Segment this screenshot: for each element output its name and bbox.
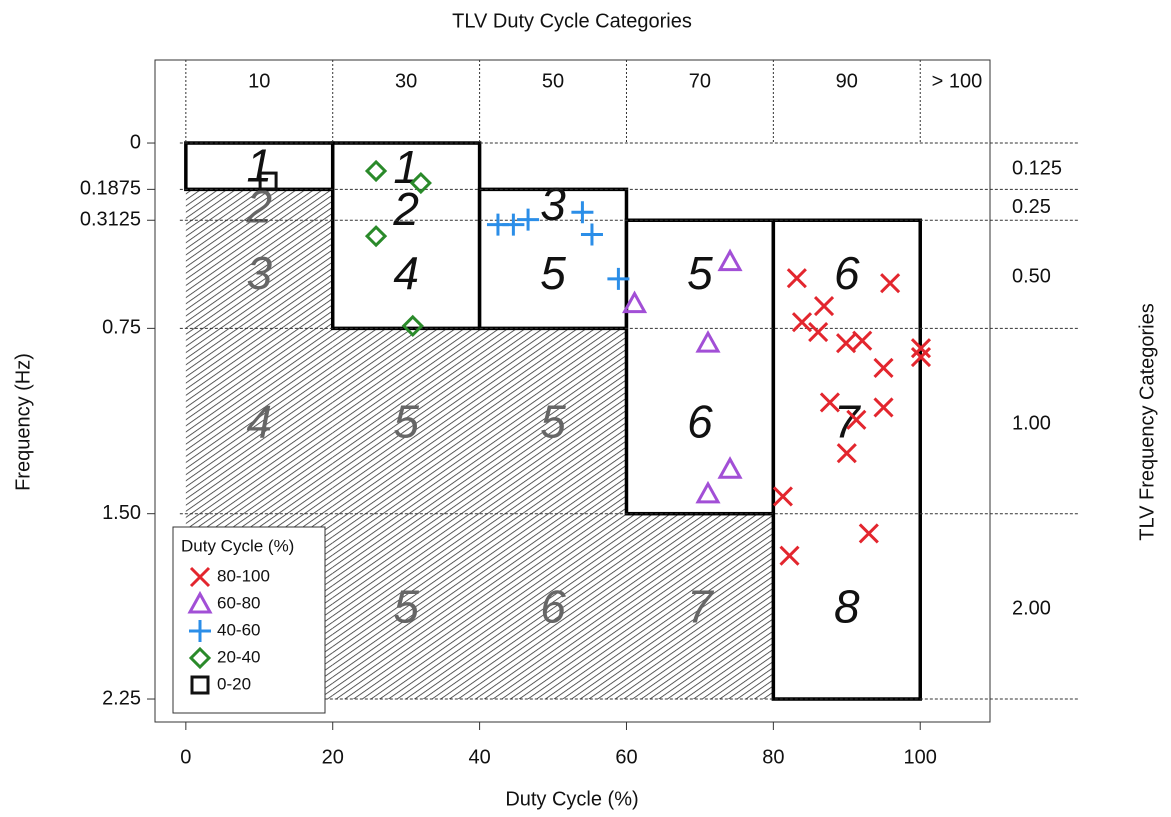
point xyxy=(910,346,932,368)
x2-tick-label: 10 xyxy=(248,70,270,92)
legend-label: 0-20 xyxy=(217,674,251,693)
point xyxy=(846,409,867,430)
legend-marker xyxy=(189,566,211,588)
legend-marker xyxy=(190,675,210,695)
point xyxy=(695,480,721,504)
point xyxy=(517,208,540,231)
zone-label: 2 xyxy=(392,183,419,235)
x2-tick-label: 50 xyxy=(542,70,564,92)
point xyxy=(401,314,424,338)
y2-tick-label: 1.00 xyxy=(1012,412,1051,434)
zone-label: 8 xyxy=(834,581,860,633)
y-tick-label: 2.25 xyxy=(102,687,141,709)
y-axis-title: Frequency (Hz) xyxy=(12,353,34,491)
y-tick-label: 0.1875 xyxy=(80,178,141,200)
y2-tick-label: 0.50 xyxy=(1012,266,1051,288)
x2-tick-label: > 100 xyxy=(932,70,983,92)
zone-label: 6 xyxy=(540,581,566,633)
zone-label: 5 xyxy=(540,395,566,447)
point xyxy=(717,456,743,479)
point xyxy=(786,268,807,289)
x2-tick-label: 70 xyxy=(689,70,711,92)
zone-label: 5 xyxy=(393,581,419,633)
zone-label: 5 xyxy=(687,247,713,299)
zone-label: 6 xyxy=(834,247,860,299)
point xyxy=(791,312,813,333)
point xyxy=(580,223,603,246)
zone-label: 5 xyxy=(540,247,566,299)
y2-tick-label: 0.25 xyxy=(1012,196,1051,218)
point xyxy=(873,397,894,418)
zone-label: 5 xyxy=(393,395,419,447)
point xyxy=(852,330,873,351)
y2-axis-title: TLV Frequency Categories xyxy=(1136,303,1158,541)
point xyxy=(409,171,432,195)
legend-box xyxy=(172,526,326,714)
x2-tick-label: 30 xyxy=(395,70,417,92)
point xyxy=(571,201,594,224)
legend-label: 60-80 xyxy=(217,593,260,612)
point xyxy=(880,273,901,294)
point xyxy=(622,290,648,314)
legend-label: 20-40 xyxy=(217,647,260,666)
point xyxy=(813,296,835,317)
legend-marker xyxy=(188,646,212,670)
chart-title: TLV Duty Cycle Categories xyxy=(452,10,692,32)
point xyxy=(836,443,857,464)
plot-frame xyxy=(154,59,991,723)
point xyxy=(779,545,800,566)
legend-marker xyxy=(189,620,211,642)
point xyxy=(607,267,630,290)
legend-label: 40-60 xyxy=(217,620,260,639)
x-axis-title: Duty Cycle (%) xyxy=(505,788,638,810)
y2-tick-label: 0.125 xyxy=(1012,157,1062,179)
y2-tick-label: 2.00 xyxy=(1012,598,1051,620)
x-tick-label: 0 xyxy=(180,746,191,768)
zone-label: 3 xyxy=(246,247,272,299)
point xyxy=(364,159,388,183)
legend: Duty Cycle (%) 80-100 60-80 40-60 20-40 0-20 xyxy=(172,526,326,714)
point xyxy=(364,225,388,248)
x-tick-label: 20 xyxy=(322,746,344,768)
zone-label: 7 xyxy=(687,581,714,633)
point xyxy=(717,248,743,272)
legend-marker xyxy=(187,590,213,614)
point xyxy=(772,486,793,507)
x-tick-label: 100 xyxy=(904,746,937,768)
point xyxy=(819,392,840,413)
point xyxy=(502,213,525,236)
point xyxy=(835,333,857,354)
point xyxy=(808,322,829,343)
point xyxy=(910,338,932,359)
zone-label: 4 xyxy=(246,395,272,447)
zone-label: 4 xyxy=(393,247,419,299)
zone-label: 3 xyxy=(540,178,566,230)
y-tick-label: 0 xyxy=(130,131,141,153)
y-tick-label: 0.75 xyxy=(102,317,141,339)
zone-box xyxy=(477,187,629,331)
x-tick-label: 60 xyxy=(615,746,637,768)
zone-label: 6 xyxy=(687,395,713,447)
x-tick-label: 80 xyxy=(762,746,784,768)
point xyxy=(695,330,721,353)
point xyxy=(258,171,278,191)
x2-tick-label: 90 xyxy=(836,70,858,92)
legend-label: 80-100 xyxy=(217,566,270,585)
hatched-zone xyxy=(626,513,774,700)
y-tick-label: 1.50 xyxy=(102,502,141,524)
point xyxy=(858,523,879,544)
point xyxy=(873,357,894,378)
y-tick-label: 0.3125 xyxy=(80,209,141,231)
legend-title: Duty Cycle (%) xyxy=(181,536,294,555)
x-tick-label: 40 xyxy=(468,746,490,768)
